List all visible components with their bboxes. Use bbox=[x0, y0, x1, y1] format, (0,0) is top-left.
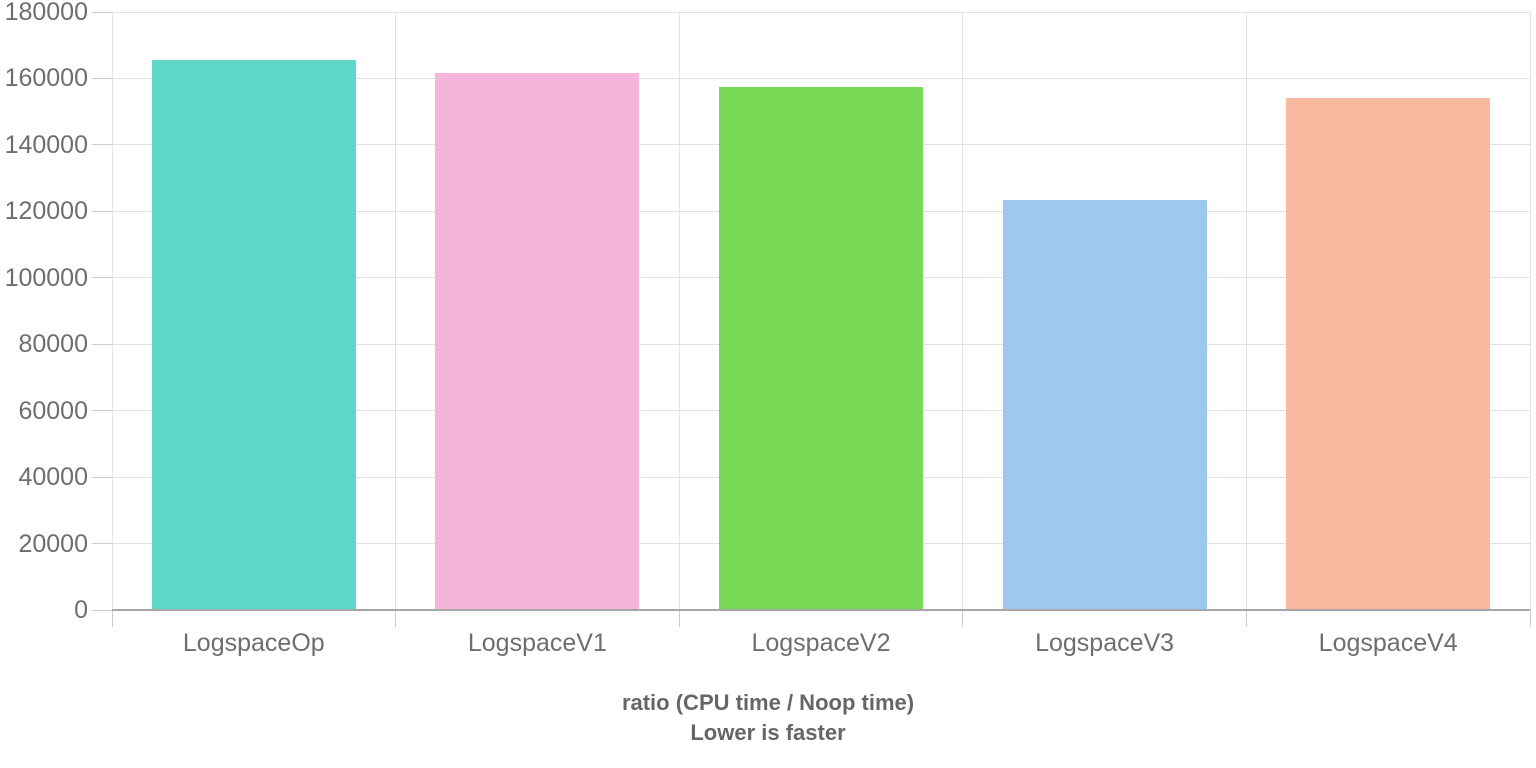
y-tick-label: 120000 bbox=[4, 197, 88, 226]
y-tick-label: 80000 bbox=[18, 330, 88, 359]
v-gridline bbox=[678, 12, 680, 610]
bar-LogspaceV3 bbox=[1002, 200, 1207, 610]
y-tick-mark bbox=[92, 77, 112, 79]
y-tick-mark bbox=[92, 144, 112, 146]
bar-LogspaceV4 bbox=[1286, 98, 1491, 610]
axis-title-line-1: ratio (CPU time / Noop time) bbox=[621, 690, 915, 715]
y-tick-label: 40000 bbox=[18, 463, 88, 492]
y-tick-mark bbox=[92, 476, 112, 478]
y-tick-label: 180000 bbox=[4, 0, 88, 26]
h-gridline bbox=[112, 11, 1530, 13]
y-tick-mark bbox=[92, 543, 112, 545]
y-tick-mark bbox=[92, 609, 112, 611]
x-tick-mark bbox=[1245, 610, 1247, 627]
v-gridline bbox=[962, 12, 964, 610]
axis-title: ratio (CPU time / Noop time) Lower is fa… bbox=[0, 688, 1536, 748]
h-gridline bbox=[112, 77, 1530, 79]
y-tick-mark bbox=[92, 277, 112, 279]
y-tick-label: 0 bbox=[74, 596, 88, 624]
bar-LogspaceV2 bbox=[719, 86, 923, 610]
bar-LogspaceOp bbox=[151, 59, 356, 610]
x-tick-mark bbox=[111, 610, 113, 627]
v-gridline bbox=[1529, 12, 1531, 610]
axis-title-line-2: Lower is faster bbox=[690, 720, 846, 745]
x-category-label: LogspaceOp bbox=[182, 629, 325, 657]
x-tick-mark bbox=[1529, 610, 1531, 627]
bar-LogspaceV1 bbox=[435, 72, 640, 610]
y-tick-label: 160000 bbox=[4, 64, 88, 93]
x-tick-mark bbox=[962, 610, 964, 627]
x-category-label: LogspaceV3 bbox=[1035, 629, 1175, 657]
x-tick-mark bbox=[678, 610, 680, 627]
x-category-label: LogspaceV1 bbox=[467, 629, 607, 657]
x-category-label: LogspaceV4 bbox=[1318, 629, 1458, 657]
x-axis-line bbox=[112, 609, 1530, 611]
y-tick-label: 20000 bbox=[18, 529, 88, 558]
y-tick-label: 60000 bbox=[18, 396, 88, 425]
x-category-label: LogspaceV2 bbox=[751, 629, 891, 657]
x-tick-mark bbox=[395, 610, 397, 627]
y-tick-mark bbox=[92, 343, 112, 345]
y-tick-mark bbox=[92, 11, 112, 13]
y-tick-mark bbox=[92, 410, 112, 412]
v-gridline bbox=[111, 12, 113, 610]
y-tick-label: 140000 bbox=[4, 130, 88, 159]
y-tick-label: 100000 bbox=[4, 263, 88, 292]
y-tick-mark bbox=[92, 210, 112, 212]
v-gridline bbox=[1245, 12, 1247, 610]
v-gridline bbox=[395, 12, 397, 610]
